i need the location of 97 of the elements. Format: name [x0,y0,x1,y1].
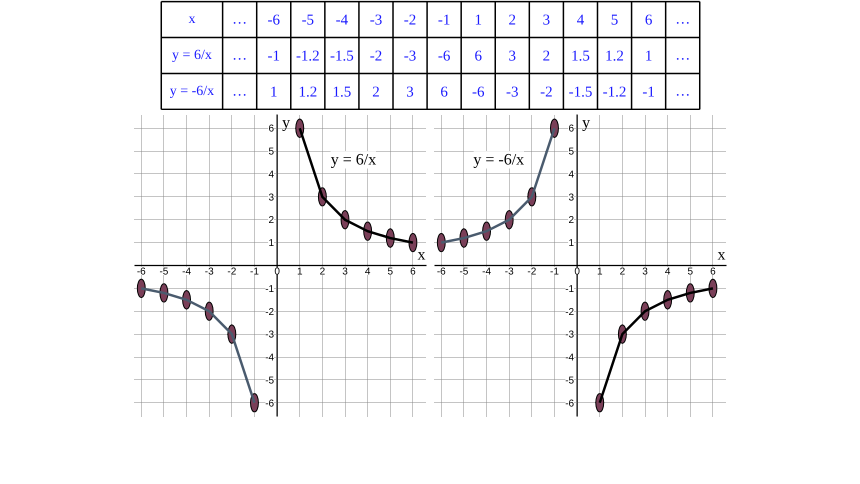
x-tick-label: 3 [642,266,648,278]
text: 2 [508,12,516,29]
text: -4 [336,12,348,29]
y-tick-label: 2 [568,215,575,226]
x-tick-label: -1 [550,266,560,278]
text: 1 [644,48,652,64]
annotation: y = -6/x [473,151,524,168]
y-tick-label: -2 [565,306,575,318]
x-tick-label: -3 [504,266,514,278]
text: -1 [438,12,450,29]
y-tick-label: 2 [268,215,275,226]
text: -1 [642,84,655,100]
x-tick-label: 1 [296,266,303,278]
x-tick-label: 2 [620,266,626,278]
y-tick-label: -2 [265,306,275,318]
x-tick-label: 6 [410,266,416,278]
text: 3 [508,48,516,64]
y-tick-label: 3 [268,192,275,204]
y-tick-label: 3 [568,192,575,204]
text: 3 [542,12,550,29]
x-tick-label: 2 [320,266,326,278]
y-tick-label: -5 [565,375,575,386]
text: 3 [406,84,414,100]
x-axis-title: x [418,246,426,264]
x-tick-label: -6 [436,266,446,278]
text: … [232,12,248,28]
text: -2 [370,48,382,64]
y-tick-label: -5 [265,375,275,386]
text: -1.5 [330,48,354,64]
x-tick-label: 4 [364,266,371,278]
text: -3 [506,84,519,100]
text: 2 [542,48,550,64]
x-tick-label: 5 [388,266,394,278]
category-label: y = -6/x [170,84,214,99]
text: -1.5 [568,84,592,100]
x-tick-label: -2 [227,266,237,278]
y-tick-label: 5 [268,146,275,158]
text: … [675,48,690,64]
category-label: x [188,12,196,28]
y-tick-label: -3 [565,330,575,341]
y-tick-label: -4 [565,352,575,364]
text: 6 [440,84,448,100]
y-axis-title: y [582,114,590,132]
text: 1.2 [298,84,318,100]
y-tick-label: -1 [565,284,575,295]
text: 1.5 [332,84,352,100]
y-tick-label: -3 [265,330,275,341]
y-tick-label: -1 [265,284,275,295]
text: 5 [610,12,618,29]
x-tick-label: -3 [204,266,214,278]
y-tick-label: 5 [568,146,575,158]
annotation: y = 6/x [330,151,376,168]
text: -5 [302,12,314,29]
y-tick-label: -4 [265,352,275,364]
y-tick-label: -6 [265,398,275,410]
x-tick-label: -2 [527,266,537,278]
x-tick-label: 3 [342,266,348,278]
x-tick-label: 0 [274,266,280,278]
text: … [232,83,248,100]
text: 1.2 [605,48,624,64]
x-tick-label: -6 [136,266,146,278]
x-tick-label: -4 [482,266,492,278]
text: 2 [372,84,380,100]
text: 1 [474,12,482,29]
x-tick-label: 0 [574,266,580,278]
x-tick-label: 5 [688,266,694,278]
y-tick-label: 4 [268,169,275,180]
x-tick-label: -4 [182,266,192,278]
y-tick-label: 4 [568,169,575,180]
x-tick-label: 4 [664,266,671,278]
x-tick-label: 6 [710,266,716,278]
y-tick-label: 6 [568,124,575,135]
x-axis-title: x [718,246,726,264]
x-tick-label: 1 [596,266,603,278]
y-tick-label: 6 [268,124,275,135]
text: -6 [438,48,450,64]
text: -3 [370,12,382,29]
text: -2 [404,12,416,29]
text: 1.5 [571,48,590,64]
x-tick-label: -5 [159,266,169,278]
x-tick-label: -1 [250,266,260,278]
text: 6 [474,48,482,64]
text: … [675,12,690,28]
text: -2 [540,84,553,100]
text: -3 [404,48,416,64]
text: … [232,48,248,64]
y-tick-label: 1 [268,238,275,250]
y-axis-title: y [282,114,290,132]
category-label: y = 6/x [172,48,212,63]
text: … [675,83,690,100]
text: -6 [472,84,484,100]
text: -1.2 [296,48,320,64]
y-tick-label: 1 [568,238,575,250]
x-tick-label: -5 [459,266,469,278]
text: -1.2 [602,84,626,100]
text: 6 [644,12,652,29]
y-tick-label: -6 [565,398,575,410]
